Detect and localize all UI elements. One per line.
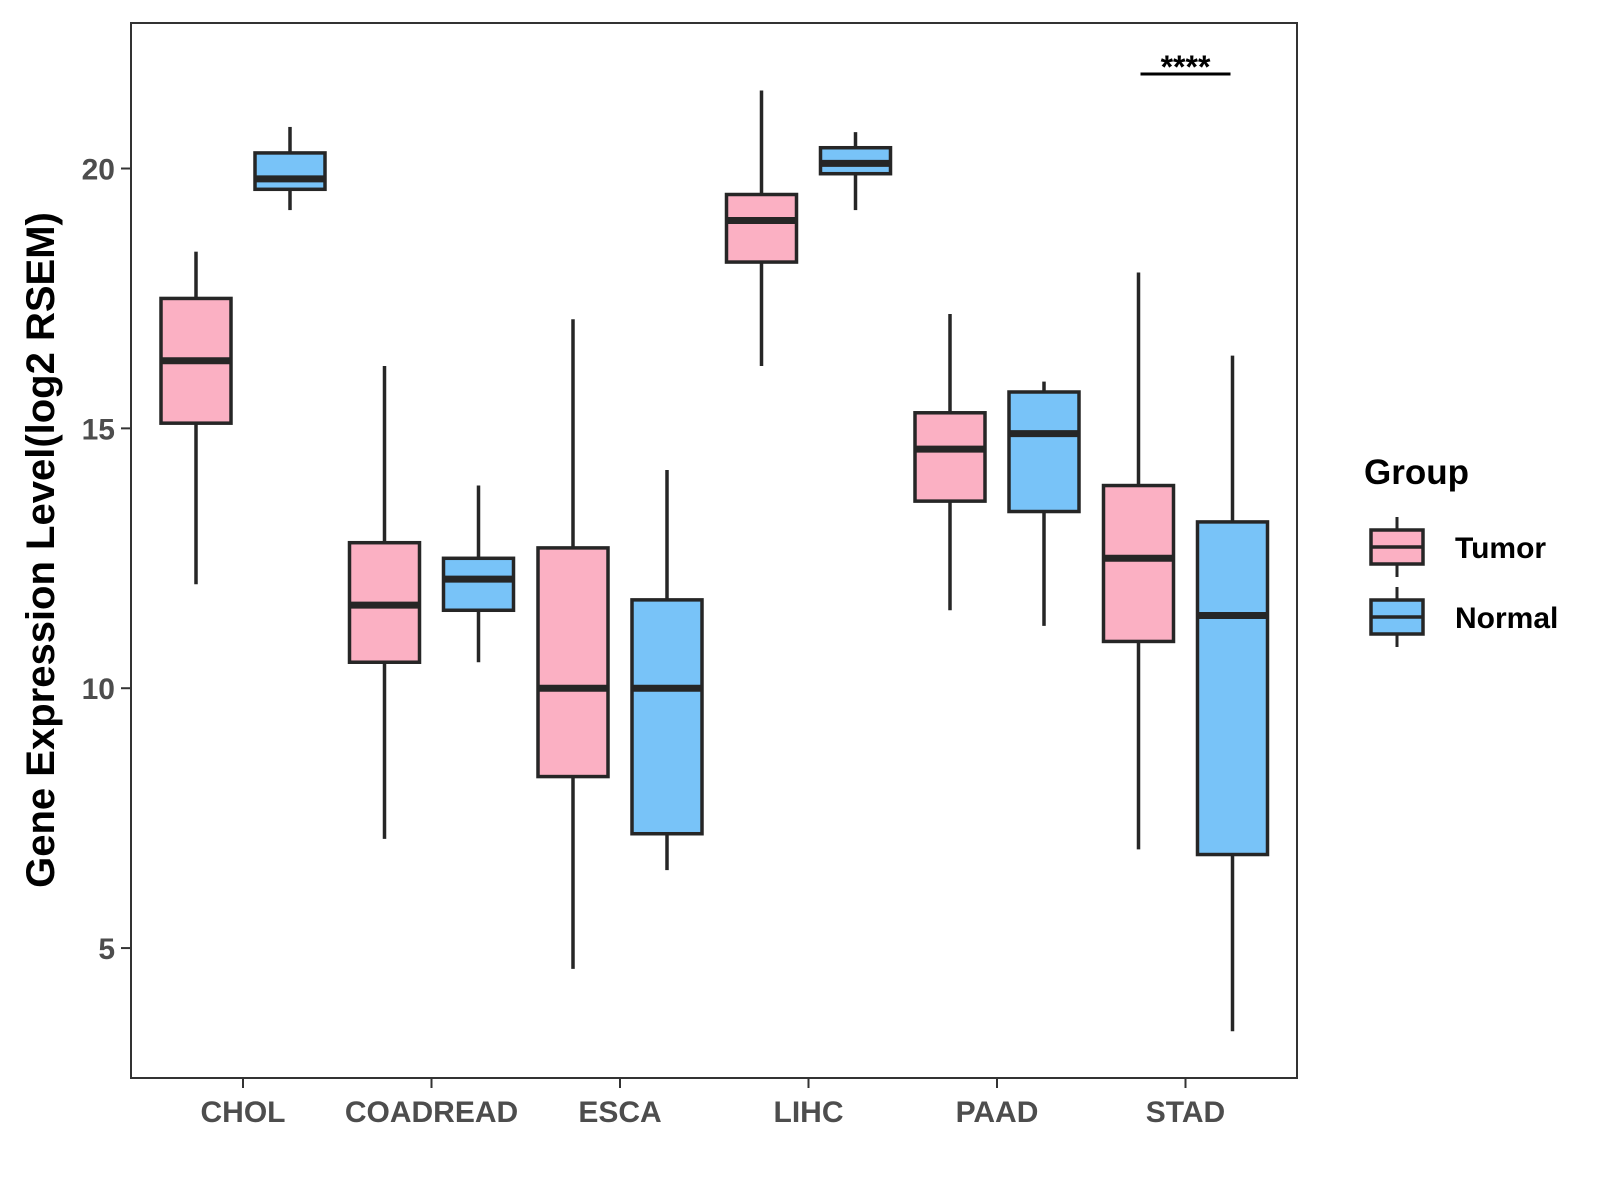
- legend-label-tumor: Tumor: [1455, 532, 1546, 565]
- legend-title: Group: [1364, 453, 1469, 492]
- box-body: [1101, 483, 1176, 644]
- box-body: [630, 598, 704, 836]
- significance-annotations: ****: [1140, 49, 1231, 85]
- series-tumor: [159, 90, 1176, 969]
- y-tick-label: 20: [82, 154, 115, 187]
- box-chol-tumor: [159, 251, 233, 585]
- box-coadread-normal: [441, 485, 516, 663]
- legend: Group Tumor Normal: [1364, 453, 1558, 647]
- box-series: [159, 90, 1270, 1032]
- box-lihc-normal: [818, 132, 893, 211]
- y-tick-label: 10: [82, 673, 115, 706]
- box-stad-normal: [1195, 355, 1270, 1032]
- box-body: [253, 151, 327, 192]
- box-paad-tumor: [913, 314, 987, 611]
- box-coadread-tumor: [347, 366, 422, 839]
- x-tick-label: PAAD: [956, 1096, 1039, 1129]
- x-tick-label: STAD: [1146, 1096, 1225, 1129]
- significance-label: ****: [1161, 49, 1211, 85]
- legend-label-normal: Normal: [1455, 602, 1558, 635]
- x-axis: CHOL COADREAD ESCA LIHC PAAD STAD: [201, 1078, 1225, 1129]
- legend-key-tumor: [1369, 517, 1425, 577]
- box-body: [1007, 390, 1081, 514]
- box-chol-normal: [253, 126, 327, 211]
- box-body: [1195, 520, 1270, 857]
- y-tick-label: 15: [82, 413, 115, 446]
- box-body: [724, 192, 799, 264]
- box-paad-normal: [1007, 381, 1081, 626]
- box-body: [913, 411, 987, 503]
- y-axis: 5 10 15 20: [82, 154, 131, 966]
- y-tick-label: 5: [98, 933, 115, 966]
- x-tick-label: LIHC: [774, 1096, 844, 1129]
- series-normal: [253, 126, 1270, 1032]
- box-body: [536, 546, 610, 779]
- x-tick-label: COADREAD: [345, 1096, 518, 1129]
- box-body: [441, 556, 516, 613]
- x-tick-label: CHOL: [201, 1096, 286, 1129]
- box-stad-tumor: [1101, 272, 1176, 850]
- box-lihc-tumor: [724, 90, 799, 367]
- x-tick-label: ESCA: [578, 1096, 661, 1129]
- y-axis-title: Gene Expression Level(log2 RSEM): [19, 212, 63, 888]
- box-esca-tumor: [536, 319, 610, 969]
- legend-key-normal: [1369, 587, 1425, 647]
- box-esca-normal: [630, 469, 704, 871]
